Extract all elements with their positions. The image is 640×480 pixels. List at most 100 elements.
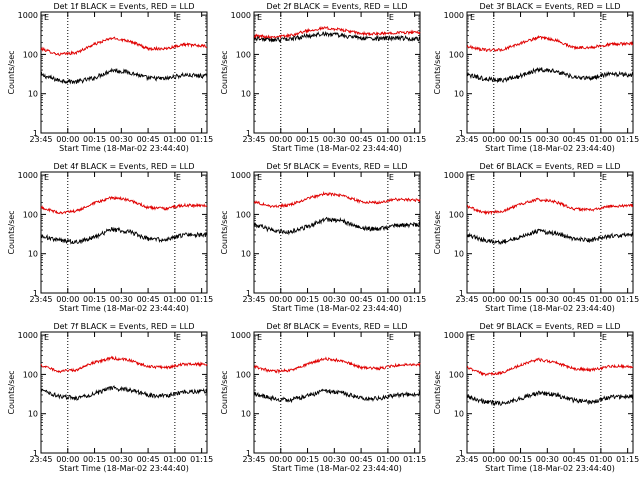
marker-label: E	[44, 333, 49, 342]
y-axis-label: Counts/sec	[220, 50, 229, 94]
marker-label: E	[257, 173, 262, 182]
y-tick-label: 1	[33, 449, 38, 458]
events-series-line	[40, 385, 208, 402]
x-tick-label: 00:00	[56, 455, 79, 464]
x-tick-label: 00:45	[137, 295, 160, 304]
chart-title: Det 7f BLACK = Events, RED = LLD	[53, 322, 194, 331]
marker-label: E	[176, 13, 181, 22]
marker-label: E	[176, 333, 181, 342]
y-tick-label: 10	[241, 410, 251, 419]
y-tick-label: 1000	[18, 11, 38, 20]
x-axis-label: Start Time (18-Mar-02 23:44:40)	[485, 464, 615, 473]
y-axis-label: Counts/sec	[220, 370, 229, 414]
lld-series-line	[466, 357, 634, 377]
y-tick-label: 1	[459, 449, 464, 458]
plot-frame	[40, 11, 208, 134]
x-tick-label: 01:00	[163, 135, 186, 144]
lld-series-line	[40, 36, 208, 57]
y-tick-label: 10	[28, 410, 38, 419]
detector-chart: Det 8f BLACK = Events, RED = LLD E E 1 10 100…	[220, 322, 426, 473]
x-tick-label: 00:00	[482, 295, 505, 304]
x-tick-label: 01:15	[190, 135, 213, 144]
x-tick-label: 00:30	[110, 455, 133, 464]
events-series-line	[253, 216, 421, 236]
y-tick-label: 100	[23, 370, 38, 379]
x-tick-label: 00:15	[296, 135, 319, 144]
y-tick-label: 100	[236, 50, 251, 59]
x-tick-label: 00:00	[269, 455, 292, 464]
marker-label: E	[257, 333, 262, 342]
plot-frame	[466, 11, 634, 134]
y-tick-label: 1	[33, 289, 38, 298]
x-tick-label: 00:15	[296, 295, 319, 304]
marker-label: E	[176, 173, 181, 182]
chart-title: Det 5f BLACK = Events, RED = LLD	[266, 162, 407, 171]
marker-label: E	[257, 13, 262, 22]
y-tick-label: 1000	[231, 331, 251, 340]
chart-title: Det 9f BLACK = Events, RED = LLD	[479, 322, 620, 331]
x-tick-label: 01:00	[589, 455, 612, 464]
y-tick-label: 100	[236, 210, 251, 219]
plot-frame	[40, 171, 208, 294]
x-tick-label: 23:45	[455, 135, 478, 144]
x-tick-label: 00:30	[110, 295, 133, 304]
x-tick-label: 01:15	[190, 455, 213, 464]
y-tick-label: 100	[449, 370, 464, 379]
detector-panel: Det 3f BLACK = Events, RED = LLD E E 1 10 100…	[426, 0, 639, 160]
x-tick-label: 00:15	[509, 455, 532, 464]
detector-panel: Det 9f BLACK = Events, RED = LLD E E 1 10 100…	[426, 320, 639, 480]
x-tick-label: 00:30	[536, 295, 559, 304]
x-tick-label: 01:00	[163, 295, 186, 304]
y-tick-label: 10	[454, 410, 464, 419]
marker-label: E	[470, 173, 475, 182]
x-axis-label: Start Time (18-Mar-02 23:44:40)	[59, 464, 189, 473]
y-tick-label: 100	[449, 50, 464, 59]
x-tick-label: 00:30	[323, 295, 346, 304]
x-tick-label: 00:15	[83, 295, 106, 304]
chart-title: Det 8f BLACK = Events, RED = LLD	[266, 322, 407, 331]
x-tick-label: 01:15	[403, 295, 426, 304]
y-tick-label: 10	[28, 250, 38, 259]
y-axis-label: Counts/sec	[433, 210, 442, 254]
y-tick-label: 1	[459, 289, 464, 298]
marker-label: E	[389, 333, 394, 342]
detector-chart: Det 3f BLACK = Events, RED = LLD E E 1 10 100…	[433, 2, 639, 153]
x-tick-label: 23:45	[242, 455, 265, 464]
y-tick-label: 1000	[231, 11, 251, 20]
detector-chart: Det 7f BLACK = Events, RED = LLD E E 1 10 100…	[7, 322, 213, 473]
y-tick-label: 1000	[231, 171, 251, 180]
x-tick-label: 00:30	[536, 135, 559, 144]
x-tick-label: 01:15	[616, 295, 639, 304]
x-tick-label: 23:45	[29, 455, 52, 464]
x-tick-label: 00:00	[482, 455, 505, 464]
y-axis-label: Counts/sec	[433, 50, 442, 94]
x-tick-label: 23:45	[29, 295, 52, 304]
x-tick-label: 00:30	[323, 135, 346, 144]
detector-chart: Det 6f BLACK = Events, RED = LLD E E 1 10 100…	[433, 162, 639, 313]
y-tick-label: 1	[246, 449, 251, 458]
y-tick-label: 1	[33, 129, 38, 138]
events-series-line	[466, 390, 634, 407]
events-series-line	[466, 67, 634, 84]
events-series-line	[40, 226, 208, 245]
x-tick-label: 01:00	[589, 295, 612, 304]
marker-label: E	[602, 13, 607, 22]
x-tick-label: 23:45	[455, 455, 478, 464]
chart-title: Det 6f BLACK = Events, RED = LLD	[479, 162, 620, 171]
detector-panel: Det 5f BLACK = Events, RED = LLD E E 1 10 100…	[213, 160, 426, 320]
x-axis-label: Start Time (18-Mar-02 23:44:40)	[272, 464, 402, 473]
x-tick-label: 00:00	[482, 135, 505, 144]
plot-frame	[40, 331, 208, 454]
plot-frame	[253, 11, 421, 134]
x-axis-label: Start Time (18-Mar-02 23:44:40)	[485, 144, 615, 153]
x-tick-label: 00:30	[110, 135, 133, 144]
lld-series-line	[253, 356, 421, 375]
y-axis-label: Counts/sec	[7, 210, 16, 254]
lld-series-line	[40, 195, 208, 215]
marker-label: E	[389, 173, 394, 182]
x-tick-label: 00:30	[536, 455, 559, 464]
x-tick-label: 01:15	[190, 295, 213, 304]
x-tick-label: 01:15	[616, 135, 639, 144]
x-tick-label: 00:00	[269, 295, 292, 304]
detector-chart: Det 2f BLACK = Events, RED = LLD E E 1 10 100…	[220, 2, 426, 153]
